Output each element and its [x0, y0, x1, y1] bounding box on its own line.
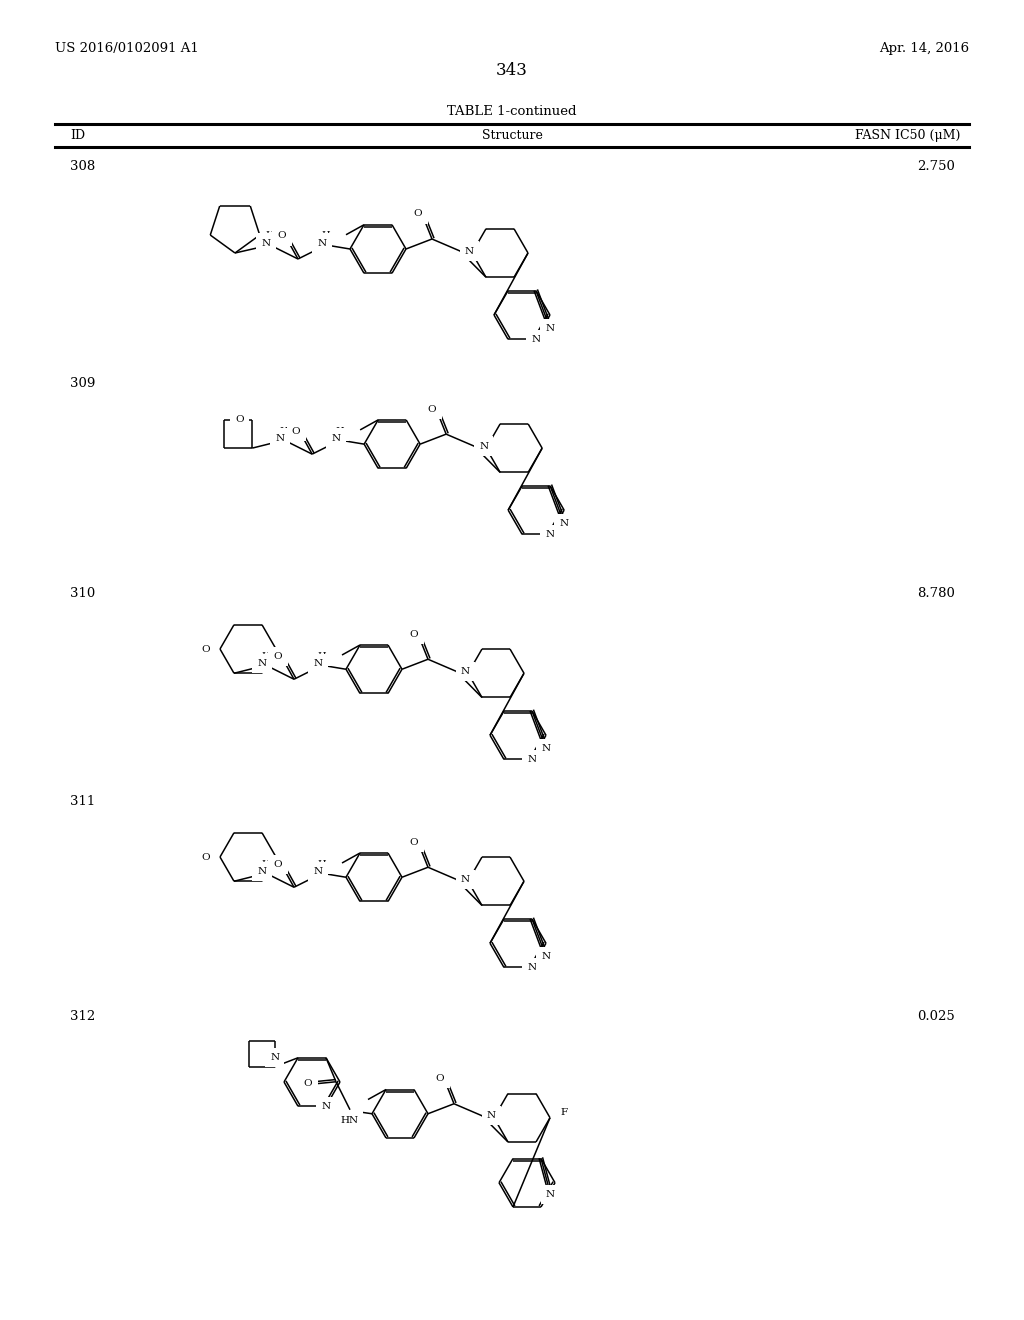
- Text: 0.025: 0.025: [918, 1010, 955, 1023]
- Text: N: N: [461, 667, 470, 676]
- Text: H: H: [336, 426, 344, 436]
- Text: H: H: [262, 859, 270, 869]
- Text: F: F: [560, 1109, 567, 1117]
- Text: N: N: [465, 247, 474, 256]
- Text: O: O: [410, 838, 419, 846]
- Text: N: N: [487, 1111, 496, 1121]
- Text: O: O: [428, 405, 436, 413]
- Text: US 2016/0102091 A1: US 2016/0102091 A1: [55, 42, 199, 55]
- Text: H: H: [280, 426, 289, 436]
- Text: O: O: [273, 652, 283, 661]
- Text: O: O: [292, 426, 300, 436]
- Text: 2.750: 2.750: [918, 160, 955, 173]
- Text: H: H: [265, 231, 274, 240]
- Text: N: N: [317, 239, 327, 248]
- Text: N: N: [527, 964, 537, 972]
- Text: N: N: [322, 1102, 331, 1110]
- Text: N: N: [546, 529, 555, 539]
- Text: 8.780: 8.780: [918, 587, 955, 601]
- Text: N: N: [461, 875, 470, 884]
- Text: O: O: [414, 210, 422, 219]
- Text: 343: 343: [496, 62, 528, 79]
- Text: Apr. 14, 2016: Apr. 14, 2016: [879, 42, 969, 55]
- Text: 312: 312: [70, 1010, 95, 1023]
- Text: O: O: [304, 1080, 312, 1088]
- Text: N: N: [531, 335, 541, 343]
- Text: N: N: [257, 659, 266, 668]
- Text: ID: ID: [70, 129, 85, 143]
- Text: Structure: Structure: [481, 129, 543, 143]
- Text: O: O: [410, 630, 419, 639]
- Text: O: O: [202, 853, 210, 862]
- Text: 310: 310: [70, 587, 95, 601]
- Text: O: O: [273, 859, 283, 869]
- Text: N: N: [542, 952, 551, 961]
- Text: N: N: [546, 323, 555, 333]
- Text: N: N: [546, 1189, 555, 1199]
- Text: H: H: [317, 859, 327, 869]
- Text: N: N: [560, 519, 568, 528]
- Text: N: N: [275, 434, 285, 442]
- Text: TABLE 1-continued: TABLE 1-continued: [447, 106, 577, 117]
- Text: N: N: [332, 434, 341, 442]
- Text: 309: 309: [70, 378, 95, 389]
- Text: H: H: [322, 231, 331, 240]
- Text: N: N: [261, 239, 270, 248]
- Text: O: O: [202, 644, 210, 653]
- Text: N: N: [479, 442, 488, 450]
- Text: N: N: [527, 755, 537, 764]
- Text: N: N: [542, 744, 551, 754]
- Text: O: O: [236, 416, 244, 424]
- Text: H: H: [262, 652, 270, 661]
- Text: 308: 308: [70, 160, 95, 173]
- Text: 311: 311: [70, 795, 95, 808]
- Text: N: N: [313, 867, 323, 875]
- Text: N: N: [270, 1053, 280, 1063]
- Text: N: N: [313, 659, 323, 668]
- Text: O: O: [435, 1074, 444, 1084]
- Text: H: H: [317, 652, 327, 661]
- Text: N: N: [257, 867, 266, 875]
- Text: FASN IC50 (μM): FASN IC50 (μM): [855, 129, 961, 143]
- Text: O: O: [278, 231, 287, 240]
- Text: HN: HN: [340, 1115, 358, 1125]
